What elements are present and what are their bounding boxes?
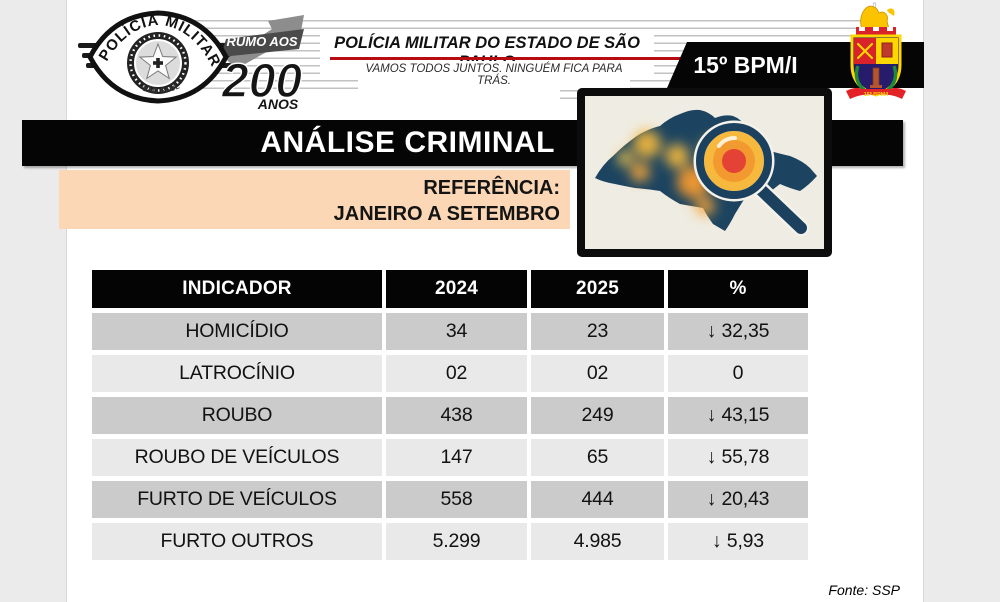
magnifier-icon bbox=[693, 120, 810, 237]
big-number: 200 bbox=[221, 55, 302, 108]
pm-200-anos-logo-icon: RUMO AOS 200 ANOS POLÍCIA MILITAR SÃO PA… bbox=[76, 3, 304, 111]
source-note: Fonte: SSP bbox=[828, 582, 900, 598]
crest-ribbon-label: 15º BPM/I bbox=[864, 92, 889, 98]
col-header-2024: 2024 bbox=[386, 270, 527, 308]
row-indicator: HOMICÍDIO bbox=[92, 313, 382, 350]
sao-paulo-heatmap-icon bbox=[585, 96, 824, 249]
row-2025: 4.985 bbox=[531, 523, 664, 560]
red-divider bbox=[330, 57, 682, 60]
row-indicator: FURTO DE VEÍCULOS bbox=[92, 481, 382, 518]
row-pct: ↓ 5,93 bbox=[668, 523, 808, 560]
row-2025: 249 bbox=[531, 397, 664, 434]
row-2025: 65 bbox=[531, 439, 664, 476]
row-indicator: ROUBO DE VEÍCULOS bbox=[92, 439, 382, 476]
anos-label: ANOS bbox=[257, 96, 299, 111]
row-2024: 438 bbox=[386, 397, 527, 434]
reference-line2: JANEIRO A SETEMBRO bbox=[333, 203, 560, 225]
unit-label: 15º BPM/I bbox=[693, 51, 798, 78]
battalion-crest-icon: 15º BPM/I bbox=[846, 2, 906, 99]
reference-box: REFERÊNCIA: JANEIRO A SETEMBRO bbox=[59, 170, 570, 229]
row-pct: ↓ 55,78 bbox=[668, 439, 808, 476]
page-title: ANÁLISE CRIMINAL bbox=[260, 126, 555, 159]
row-2024: 5.299 bbox=[386, 523, 527, 560]
row-pct: ↓ 32,35 bbox=[668, 313, 808, 350]
row-2024: 147 bbox=[386, 439, 527, 476]
col-header-indicador: INDICADOR bbox=[92, 270, 382, 308]
row-2025: 23 bbox=[531, 313, 664, 350]
row-2024: 02 bbox=[386, 355, 527, 392]
row-2024: 34 bbox=[386, 313, 527, 350]
row-2024: 558 bbox=[386, 481, 527, 518]
reference-line1: REFERÊNCIA: bbox=[423, 177, 560, 199]
banner-label: RUMO AOS bbox=[226, 34, 297, 49]
row-2025: 02 bbox=[531, 355, 664, 392]
row-pct: ↓ 43,15 bbox=[668, 397, 808, 434]
col-header-pct: % bbox=[668, 270, 808, 308]
org-tagline: VAMOS TODOS JUNTOS. NINGUÉM FICA PARA TR… bbox=[358, 61, 630, 89]
row-2025: 444 bbox=[531, 481, 664, 518]
crime-indicators-table: INDICADOR 2024 2025 % HOMICÍDIO 34 23 ↓ … bbox=[92, 270, 808, 560]
row-pct: ↓ 20,43 bbox=[668, 481, 808, 518]
row-indicator: ROUBO bbox=[92, 397, 382, 434]
heatmap-image-frame bbox=[577, 88, 832, 257]
row-indicator: LATROCÍNIO bbox=[92, 355, 382, 392]
row-pct: 0 bbox=[668, 355, 808, 392]
row-indicator: FURTO OUTROS bbox=[92, 523, 382, 560]
col-header-2025: 2025 bbox=[531, 270, 664, 308]
